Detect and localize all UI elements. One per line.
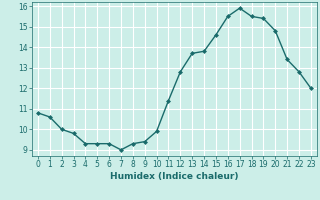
X-axis label: Humidex (Indice chaleur): Humidex (Indice chaleur) bbox=[110, 172, 239, 181]
